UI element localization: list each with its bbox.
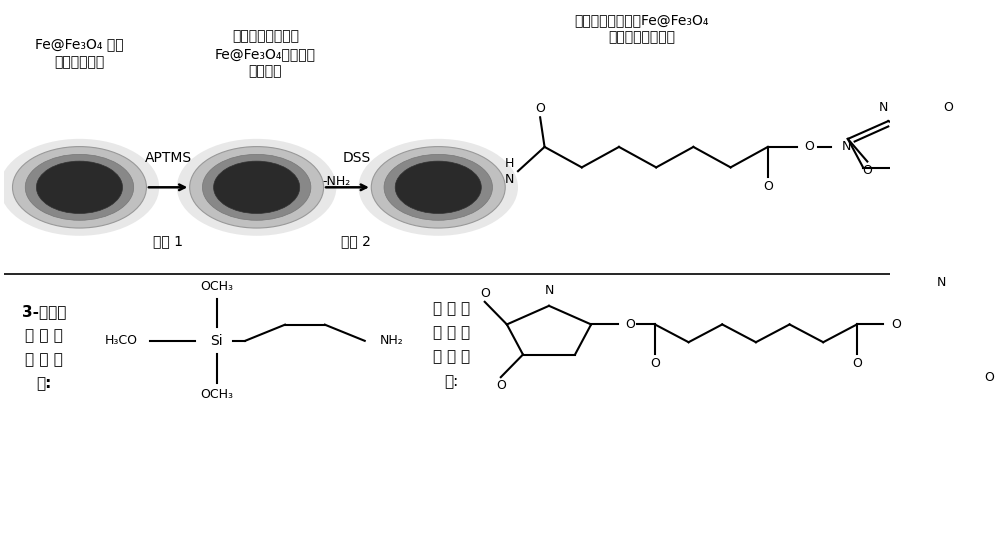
Text: N: N — [879, 101, 889, 114]
Text: 经过表面活化后的Fe@Fe₃O₄: 经过表面活化后的Fe@Fe₃O₄ — [575, 13, 709, 27]
Text: O: O — [763, 180, 773, 193]
Text: 酰 亚 胺: 酰 亚 胺 — [433, 325, 470, 340]
Ellipse shape — [359, 139, 518, 236]
Ellipse shape — [25, 154, 134, 220]
Text: O: O — [625, 318, 635, 331]
Ellipse shape — [371, 147, 505, 228]
Text: O: O — [496, 379, 506, 392]
Ellipse shape — [214, 161, 300, 213]
Text: H₃CO: H₃CO — [105, 334, 138, 347]
Text: O: O — [805, 141, 814, 153]
Text: N: N — [544, 284, 554, 297]
Text: O: O — [852, 357, 862, 370]
Text: H: H — [504, 156, 514, 170]
Text: 3-氨基丙: 3-氨基丙 — [22, 304, 66, 319]
Text: O: O — [943, 101, 953, 114]
Text: -NH₂: -NH₂ — [322, 176, 351, 188]
Text: 核壳结构纳米颗粒: 核壳结构纳米颗粒 — [609, 31, 676, 44]
Text: 结构纳米颗粒: 结构纳米颗粒 — [54, 55, 105, 69]
Ellipse shape — [384, 154, 492, 220]
Text: O: O — [984, 371, 994, 384]
Ellipse shape — [395, 161, 481, 213]
Text: Si: Si — [210, 334, 223, 348]
Text: 反应 1: 反应 1 — [153, 234, 183, 248]
Text: 辛 二 酸: 辛 二 酸 — [433, 350, 470, 364]
Text: NH₂: NH₂ — [379, 334, 403, 347]
Text: 氧 基 硅: 氧 基 硅 — [25, 352, 63, 367]
Text: DSS: DSS — [342, 150, 370, 165]
Text: N: N — [842, 141, 851, 153]
Text: O: O — [650, 357, 660, 370]
Text: 酯:: 酯: — [444, 374, 459, 389]
Text: APTMS: APTMS — [144, 150, 192, 165]
Text: Fe@Fe₃O₄核壳结构: Fe@Fe₃O₄核壳结构 — [215, 46, 316, 61]
Text: 烷:: 烷: — [36, 376, 52, 392]
Ellipse shape — [36, 161, 123, 213]
Text: 基 三 甲: 基 三 甲 — [25, 328, 63, 343]
Text: OCH₃: OCH₃ — [200, 388, 233, 401]
Ellipse shape — [0, 139, 159, 236]
Ellipse shape — [12, 147, 146, 228]
Text: O: O — [862, 164, 872, 177]
Text: O: O — [480, 287, 490, 300]
Ellipse shape — [190, 147, 324, 228]
Ellipse shape — [202, 154, 311, 220]
Text: 纳米颗粒: 纳米颗粒 — [249, 64, 282, 78]
Text: 改性后含有氨基的: 改性后含有氨基的 — [232, 30, 299, 44]
Text: 反应 2: 反应 2 — [341, 234, 371, 248]
Text: OCH₃: OCH₃ — [200, 281, 233, 294]
Text: Fe@Fe₃O₄ 核壳: Fe@Fe₃O₄ 核壳 — [35, 38, 124, 51]
Text: N: N — [504, 173, 514, 186]
Text: O: O — [891, 318, 901, 331]
Text: 双 琥 珀: 双 琥 珀 — [433, 301, 470, 316]
Text: O: O — [535, 102, 545, 115]
Text: N: N — [936, 276, 946, 289]
Ellipse shape — [177, 139, 336, 236]
